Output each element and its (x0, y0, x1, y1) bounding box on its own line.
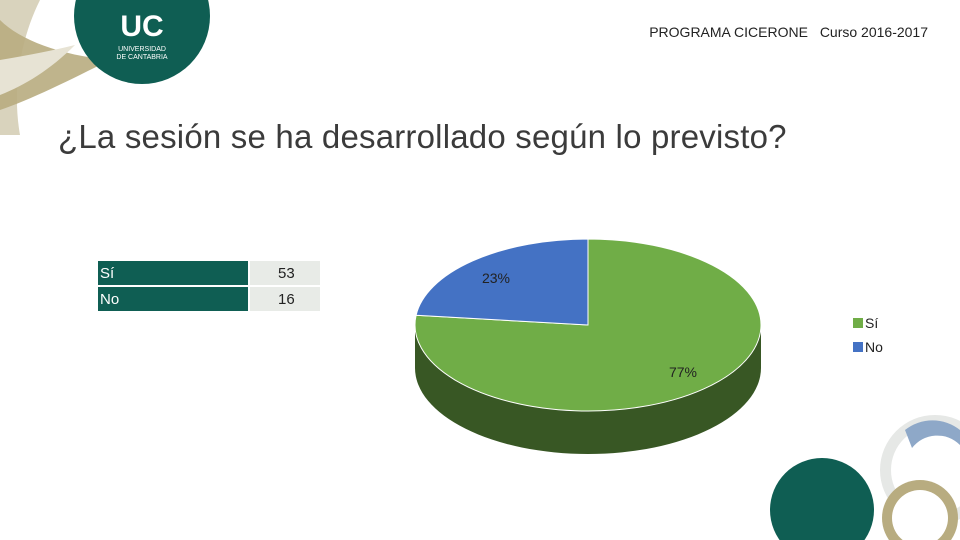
legend-label-no: No (865, 339, 883, 355)
data-label-si: 77% (669, 364, 697, 380)
legend-label-si: Sí (865, 315, 879, 331)
results-table: Sí 53 No 16 (98, 259, 320, 313)
legend-item-no: No (853, 335, 883, 359)
bottom-right-circles (770, 415, 960, 540)
program-name: PROGRAMA CICERONE (649, 24, 808, 40)
slide-title: ¿La sesión se ha desarrollado según lo p… (58, 118, 787, 155)
logo-line2: DE CANTABRIA (116, 54, 168, 61)
logo-initials: UC (120, 10, 163, 43)
row-value: 53 (248, 261, 320, 285)
top-left-swoosh (0, 0, 110, 135)
table-row: No 16 (98, 287, 320, 311)
slide-header: PROGRAMA CICERONE Curso 2016-2017 (649, 24, 928, 40)
row-value: 16 (248, 287, 320, 311)
legend-swatch-no (853, 342, 863, 352)
chart-legend: Sí No (853, 311, 883, 359)
data-label-no: 23% (482, 270, 510, 286)
table-row: Sí 53 (98, 261, 320, 285)
legend-item-si: Sí (853, 311, 883, 335)
pie-slice-no (415, 238, 589, 326)
course-year: Curso 2016-2017 (819, 24, 928, 40)
row-label: Sí (98, 261, 248, 285)
pie-side-si (415, 325, 761, 454)
uc-logo: UC UNIVERSIDAD DE CANTABRIA (74, 0, 210, 84)
row-label: No (98, 287, 248, 311)
legend-swatch-si (853, 318, 863, 328)
logo-line1: UNIVERSIDAD (118, 46, 166, 53)
